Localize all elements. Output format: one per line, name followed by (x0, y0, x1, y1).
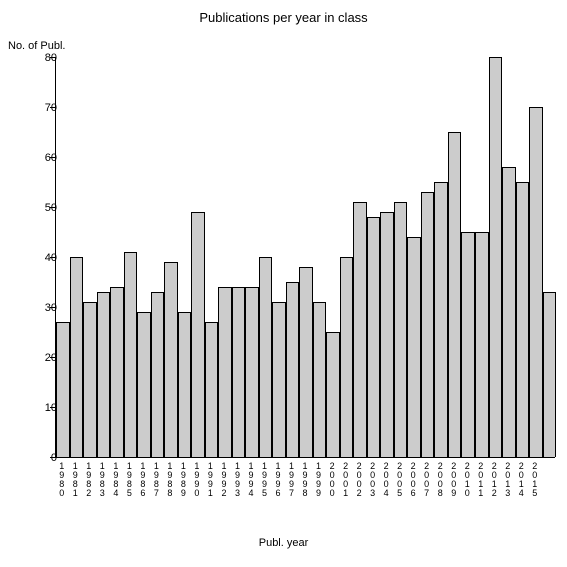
y-tick-label: 40 (45, 252, 57, 264)
x-tick-label: 2010 (460, 462, 474, 498)
x-tick-label: 1998 (298, 462, 312, 498)
x-tick-label: 2014 (515, 462, 529, 498)
bar (475, 232, 489, 457)
bar (218, 287, 232, 457)
plot-area (55, 58, 555, 458)
bar (421, 192, 435, 457)
x-tick-label: 2008 (433, 462, 447, 498)
bar (56, 322, 70, 457)
x-tick-label: 2012 (488, 462, 502, 498)
bars-container (56, 57, 556, 457)
x-tick-label: 1980 (55, 462, 69, 498)
x-tick-label: 1988 (163, 462, 177, 498)
bar (178, 312, 192, 457)
x-tick-label: 2002 (352, 462, 366, 498)
x-tick-label: 2009 (447, 462, 461, 498)
x-tick-label: 1987 (150, 462, 164, 498)
bar (380, 212, 394, 457)
bar (489, 57, 503, 457)
bar (299, 267, 313, 457)
x-labels-container: 1980198119821983198419851986198719881989… (55, 462, 555, 498)
bar (97, 292, 111, 457)
x-tick-label: 1996 (271, 462, 285, 498)
x-tick-label: 2000 (325, 462, 339, 498)
y-axis-label: No. of Publ. (8, 40, 65, 52)
x-tick-label: 1990 (190, 462, 204, 498)
x-tick-label: 1982 (82, 462, 96, 498)
chart-title: Publications per year in class (0, 0, 567, 25)
bar (286, 282, 300, 457)
x-tick-label: 1985 (123, 462, 137, 498)
bar (164, 262, 178, 457)
x-tick-label: 2013 (501, 462, 515, 498)
y-tick-label: 20 (45, 352, 57, 364)
x-tick-label: 1992 (217, 462, 231, 498)
bar (394, 202, 408, 457)
x-tick-label: 1995 (258, 462, 272, 498)
bar (353, 202, 367, 457)
x-tick-label: 2007 (420, 462, 434, 498)
bar (110, 287, 124, 457)
bar (367, 217, 381, 457)
bar (137, 312, 151, 457)
bar (529, 107, 543, 457)
bar (259, 257, 273, 457)
y-tick-label: 80 (45, 52, 57, 64)
bar (83, 302, 97, 457)
bar (516, 182, 530, 457)
x-tick-label: 1999 (312, 462, 326, 498)
bar (191, 212, 205, 457)
bar (407, 237, 421, 457)
x-tick-label: 1986 (136, 462, 150, 498)
bar (245, 287, 259, 457)
x-tick-label: 2004 (379, 462, 393, 498)
x-axis-label: Publ. year (0, 537, 567, 549)
bar (272, 302, 286, 457)
bar (151, 292, 165, 457)
bar (340, 257, 354, 457)
bar (502, 167, 516, 457)
bar (434, 182, 448, 457)
x-tick-label: 2006 (406, 462, 420, 498)
x-tick-label: 2001 (339, 462, 353, 498)
bar (326, 332, 340, 457)
x-tick-label: 2011 (474, 462, 488, 498)
y-tick-label: 50 (45, 202, 57, 214)
bar (232, 287, 246, 457)
bar (70, 257, 84, 457)
x-tick-label: 1993 (231, 462, 245, 498)
bar (124, 252, 138, 457)
x-tick-label: 1994 (244, 462, 258, 498)
bar (205, 322, 219, 457)
x-tick-label: 2003 (366, 462, 380, 498)
y-tick-label: 10 (45, 402, 57, 414)
x-tick-label: 1981 (69, 462, 83, 498)
x-tick-label (542, 462, 556, 498)
bar (543, 292, 557, 457)
y-tick-label: 60 (45, 152, 57, 164)
x-tick-label: 2015 (528, 462, 542, 498)
bar (313, 302, 327, 457)
x-tick-label: 1989 (177, 462, 191, 498)
x-tick-label: 2005 (393, 462, 407, 498)
bar (448, 132, 462, 457)
bar (461, 232, 475, 457)
x-tick-label: 1991 (204, 462, 218, 498)
y-tick-label: 70 (45, 102, 57, 114)
y-tick-label: 30 (45, 302, 57, 314)
x-tick-label: 1997 (285, 462, 299, 498)
x-tick-label: 1983 (96, 462, 110, 498)
x-tick-label: 1984 (109, 462, 123, 498)
